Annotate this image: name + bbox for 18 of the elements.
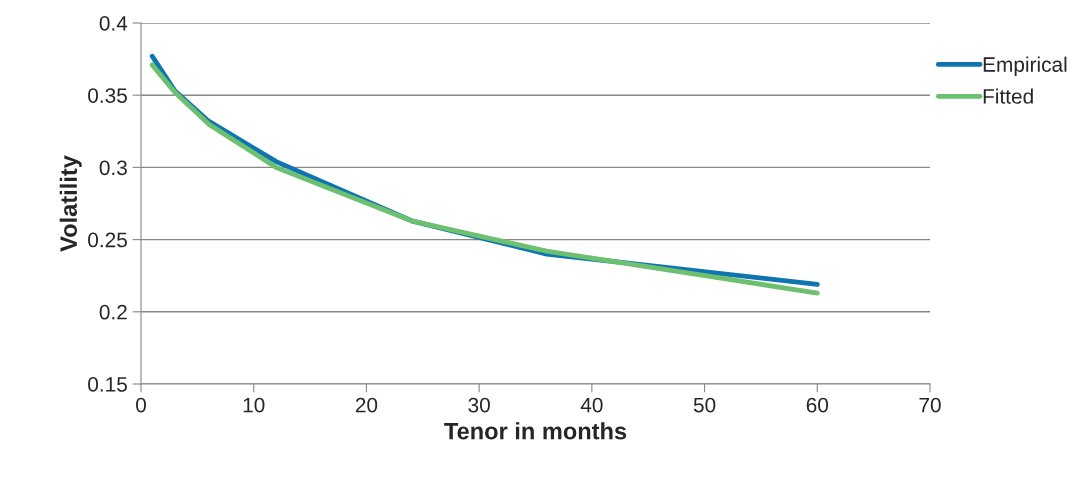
legend-label: Fitted: [983, 88, 1033, 104]
y-tick-label: 0.15: [88, 377, 127, 392]
x-tick-label: 70: [919, 397, 941, 413]
y-tick-label: 0.25: [88, 232, 127, 248]
x-tick-label: 0: [136, 397, 146, 413]
x-tick-label: 20: [355, 397, 378, 413]
x-tick-label: 30: [468, 397, 490, 413]
x-tick-label: 50: [693, 397, 716, 413]
legend-label: Empirical: [983, 56, 1067, 77]
x-axis-title: Tenor in months: [444, 422, 627, 440]
y-tick-label: 0.4: [99, 16, 128, 31]
y-tick-label: 0.3: [99, 160, 127, 176]
x-tick-label: 60: [806, 397, 829, 413]
x-tick-label: 40: [580, 397, 603, 413]
y-tick-label: 0.35: [88, 88, 127, 103]
y-tick-label: 0.2: [99, 304, 127, 320]
x-tick-label: 10: [243, 397, 265, 413]
y-axis-title: Volatility: [59, 155, 82, 252]
